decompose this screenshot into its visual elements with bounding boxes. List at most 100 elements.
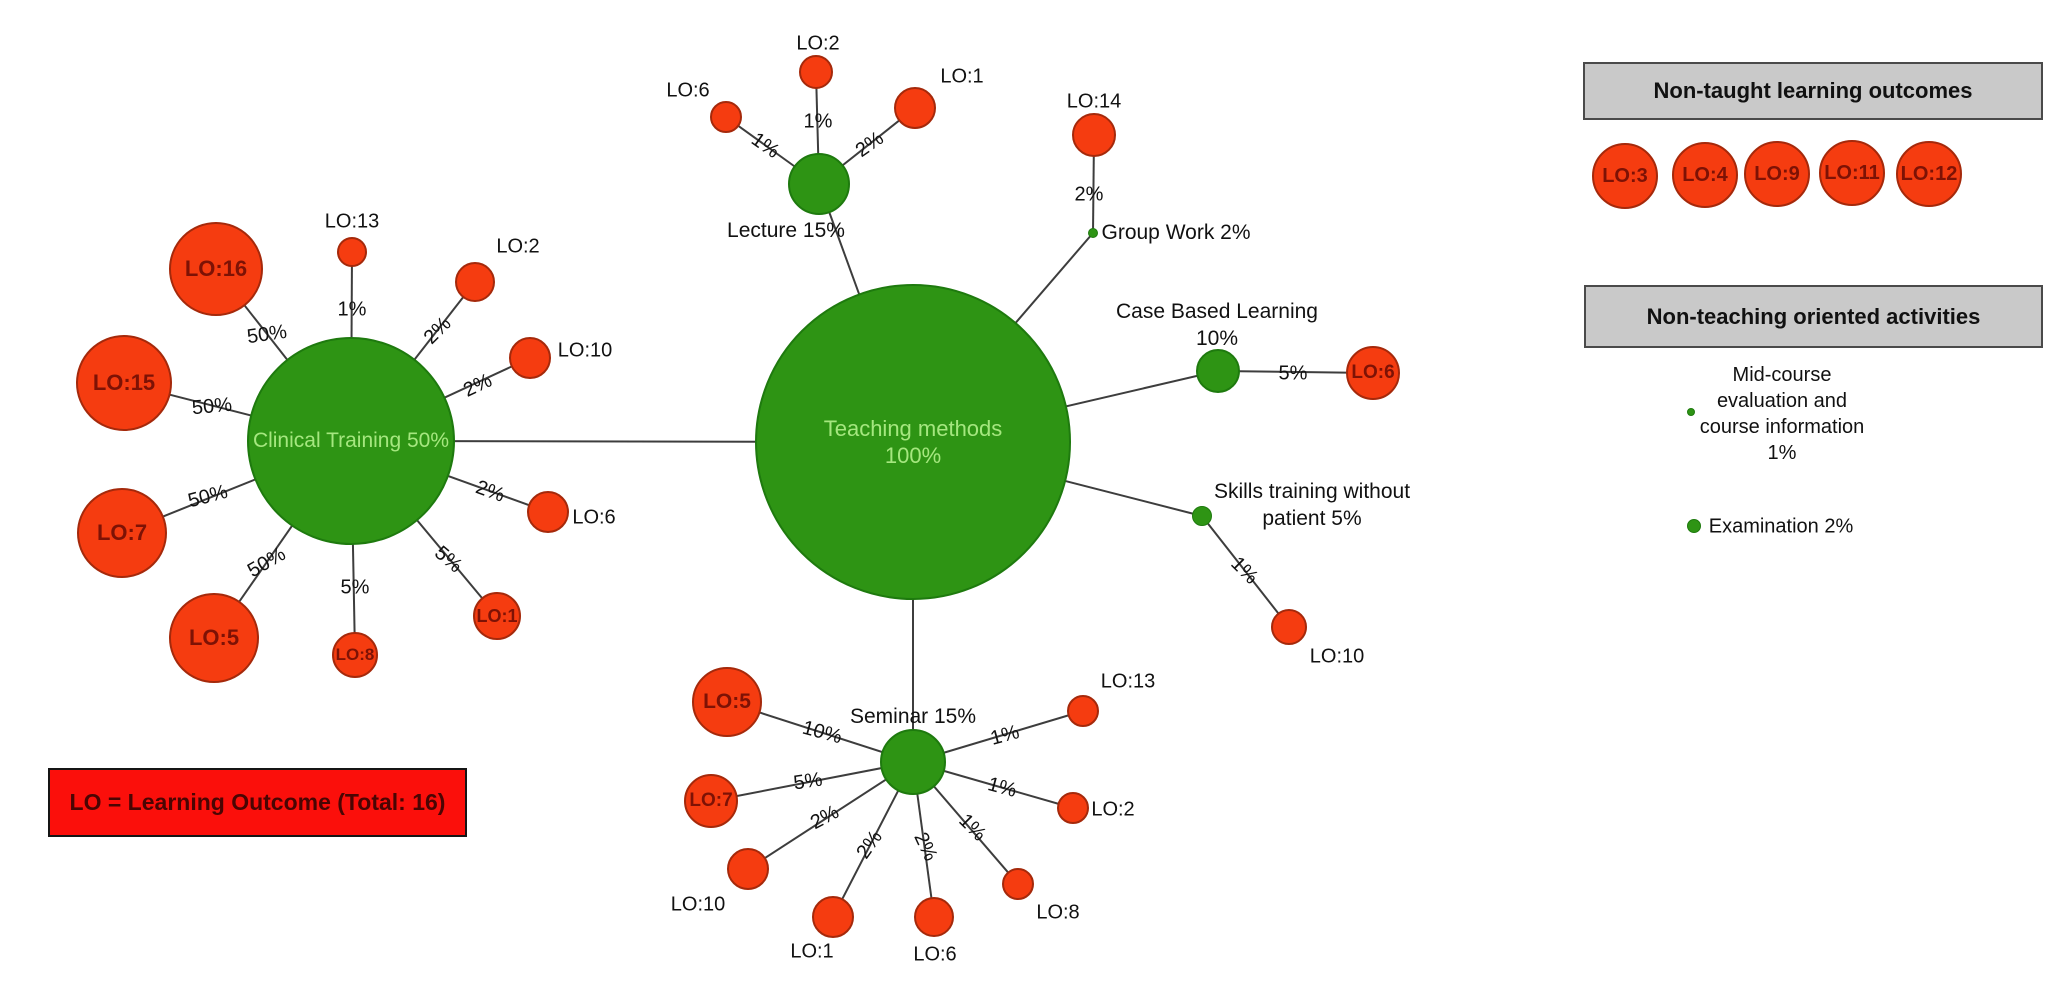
node-seminar-lo8 bbox=[1002, 868, 1034, 900]
node-clinical-lo13 bbox=[337, 237, 367, 267]
node-nontaught-lo12-label: LO:12 bbox=[1900, 162, 1958, 185]
legend-box: LO = Learning Outcome (Total: 16) bbox=[48, 768, 467, 837]
label-clinical-lo10: LO:10 bbox=[557, 339, 613, 362]
node-clinical-lo7: LO:7 bbox=[77, 488, 167, 578]
node-skills-lo10 bbox=[1271, 609, 1307, 645]
node-seminar-lo7: LO:7 bbox=[684, 774, 738, 828]
node-clinical-lo5: LO:5 bbox=[169, 593, 259, 683]
label-seminar-lo13: LO:13 bbox=[1100, 670, 1156, 693]
pct-cbl-lo6: 5% bbox=[1278, 362, 1308, 385]
node-clinical-training-label: Clinical Training 50% bbox=[252, 429, 450, 452]
node-lecture-lo2 bbox=[799, 55, 833, 89]
label-cbl-line2: 10% bbox=[1195, 327, 1239, 350]
node-clinical-lo1: LO:1 bbox=[473, 592, 521, 640]
node-examination-dot bbox=[1687, 519, 1701, 533]
node-clinical-lo8-label: LO:8 bbox=[335, 645, 375, 664]
label-clinical-lo2: LO:2 bbox=[496, 235, 540, 258]
label-clinical-lo13: LO:13 bbox=[324, 210, 380, 233]
node-group-work bbox=[1088, 228, 1098, 238]
node-clinical-lo5-label: LO:5 bbox=[188, 625, 240, 650]
node-skills-training bbox=[1192, 506, 1212, 526]
edge-skills-lo10 bbox=[1201, 515, 1290, 628]
node-nontaught-lo3: LO:3 bbox=[1592, 143, 1658, 209]
node-lecture-lo6 bbox=[710, 101, 742, 133]
label-seminar: Seminar 15% bbox=[849, 705, 977, 728]
panel-non-teaching-title: Non-teaching oriented activities bbox=[1584, 285, 2043, 348]
node-nontaught-lo12: LO:12 bbox=[1896, 141, 1962, 207]
node-teaching-methods-label: Teaching methods 100% bbox=[824, 415, 1003, 469]
label-cbl-line1: Case Based Learning bbox=[1116, 300, 1318, 323]
node-seminar bbox=[880, 729, 946, 795]
node-clinical-lo8: LO:8 bbox=[332, 632, 378, 678]
node-nontaught-lo4-label: LO:4 bbox=[1682, 163, 1728, 186]
node-cbl-lo6: LO:6 bbox=[1346, 346, 1400, 400]
node-nontaught-lo9-label: LO:9 bbox=[1754, 162, 1800, 185]
label-groupwork-lo14: LO:14 bbox=[1066, 90, 1122, 113]
node-case-based-learning bbox=[1196, 349, 1240, 393]
node-clinical-lo1-label: LO:1 bbox=[476, 605, 518, 626]
midcourse-line2: evaluation and bbox=[1716, 390, 1848, 412]
node-clinical-lo2 bbox=[455, 262, 495, 302]
node-nontaught-lo3-label: LO:3 bbox=[1602, 164, 1648, 187]
node-clinical-training: Clinical Training 50% bbox=[247, 337, 455, 545]
node-seminar-lo6 bbox=[914, 897, 954, 937]
node-seminar-lo5: LO:5 bbox=[692, 667, 762, 737]
pct-clinical-lo15: 50% bbox=[191, 393, 233, 420]
panel-non-taught-title: Non-taught learning outcomes bbox=[1583, 62, 2043, 120]
node-seminar-lo2 bbox=[1057, 792, 1089, 824]
node-clinical-lo15-label: LO:15 bbox=[92, 370, 156, 395]
legend-text: LO = Learning Outcome (Total: 16) bbox=[69, 789, 446, 815]
node-seminar-lo1 bbox=[812, 896, 854, 938]
label-lecture-lo2: LO:2 bbox=[796, 32, 840, 55]
node-nontaught-lo11-label: LO:11 bbox=[1824, 161, 1880, 184]
teaching-methods-pct: 100% bbox=[884, 443, 942, 468]
node-lecture bbox=[788, 153, 850, 215]
node-clinical-lo16: LO:16 bbox=[169, 222, 263, 316]
node-seminar-lo13 bbox=[1067, 695, 1099, 727]
node-clinical-lo6 bbox=[527, 491, 569, 533]
node-groupwork-lo14 bbox=[1072, 113, 1116, 157]
pct-clinical-lo8: 5% bbox=[340, 576, 370, 599]
node-midcourse-dot bbox=[1687, 408, 1695, 416]
label-skills-line2: patient 5% bbox=[1262, 507, 1362, 530]
midcourse-evaluation-label: Mid-course evaluation and course informa… bbox=[1672, 362, 1892, 466]
midcourse-line1: Mid-course bbox=[1732, 364, 1832, 386]
label-skills-lo10: LO:10 bbox=[1309, 645, 1365, 668]
node-nontaught-lo11: LO:11 bbox=[1819, 140, 1885, 206]
node-clinical-lo7-label: LO:7 bbox=[96, 520, 148, 545]
label-skills-line1: Skills training without bbox=[1213, 480, 1411, 503]
label-group-work: Group Work 2% bbox=[1101, 221, 1251, 244]
midcourse-line4: 1% bbox=[1767, 442, 1797, 464]
edge-seminar-lo7 bbox=[710, 761, 914, 802]
pct-seminar-lo7: 5% bbox=[792, 768, 824, 795]
node-clinical-lo15: LO:15 bbox=[76, 335, 172, 431]
examination-label: Examination 2% bbox=[1708, 515, 1854, 538]
node-seminar-lo7-label: LO:7 bbox=[689, 790, 733, 811]
non-taught-title-text: Non-taught learning outcomes bbox=[1653, 78, 1973, 103]
label-seminar-lo6: LO:6 bbox=[913, 943, 957, 966]
node-nontaught-lo9: LO:9 bbox=[1744, 141, 1810, 207]
label-seminar-lo10: LO:10 bbox=[670, 893, 726, 916]
node-clinical-lo10 bbox=[509, 337, 551, 379]
node-cbl-lo6-label: LO:6 bbox=[1351, 362, 1395, 383]
node-lecture-lo1 bbox=[894, 87, 936, 129]
label-seminar-lo2: LO:2 bbox=[1091, 798, 1135, 821]
pct-lecture-lo2: 1% bbox=[803, 110, 833, 133]
non-teaching-title-text: Non-teaching oriented activities bbox=[1646, 303, 1981, 329]
label-lecture-lo1: LO:1 bbox=[940, 65, 984, 88]
label-clinical-lo6: LO:6 bbox=[572, 506, 616, 529]
label-lecture: Lecture 15% bbox=[727, 219, 845, 242]
label-seminar-lo1: LO:1 bbox=[790, 940, 834, 963]
label-lecture-lo6: LO:6 bbox=[666, 79, 710, 102]
node-clinical-lo16-label: LO:16 bbox=[184, 256, 248, 281]
label-seminar-lo8: LO:8 bbox=[1036, 901, 1080, 924]
teaching-methods-name: Teaching methods bbox=[823, 416, 1003, 441]
pct-groupwork-lo14: 2% bbox=[1074, 183, 1104, 206]
pct-clinical-lo13: 1% bbox=[337, 298, 367, 321]
node-seminar-lo5-label: LO:5 bbox=[703, 690, 751, 713]
node-teaching-methods: Teaching methods 100% bbox=[755, 284, 1071, 600]
node-nontaught-lo4: LO:4 bbox=[1672, 142, 1738, 208]
midcourse-line3: course information bbox=[1699, 416, 1865, 438]
node-seminar-lo10 bbox=[727, 848, 769, 890]
